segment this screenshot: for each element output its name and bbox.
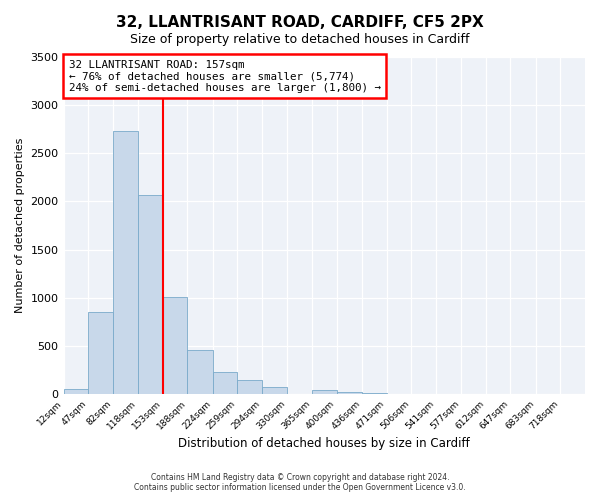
Bar (88, 312, 113, 394)
Y-axis label: Number of detached properties: Number of detached properties (15, 138, 25, 313)
Text: 32 LLANTRISANT ROAD: 157sqm
← 76% of detached houses are smaller (5,774)
24% of : 32 LLANTRISANT ROAD: 157sqm ← 76% of det… (69, 60, 381, 93)
Bar (187, 350, 213, 395)
Bar (262, 388, 287, 394)
Bar (64, 389, 88, 394)
Bar (238, 380, 262, 394)
Bar (362, 393, 386, 394)
X-axis label: Distribution of detached houses by size in Cardiff: Distribution of detached houses by size … (178, 437, 470, 450)
Bar (113, 131, 138, 394)
Bar (337, 392, 362, 394)
Text: Contains HM Land Registry data © Crown copyright and database right 2024.
Contai: Contains HM Land Registry data © Crown c… (134, 473, 466, 492)
Bar (138, 194, 163, 394)
Text: Size of property relative to detached houses in Cardiff: Size of property relative to detached ho… (130, 32, 470, 46)
Bar (163, 297, 187, 394)
Bar (213, 372, 238, 394)
Text: 32, LLANTRISANT ROAD, CARDIFF, CF5 2PX: 32, LLANTRISANT ROAD, CARDIFF, CF5 2PX (116, 15, 484, 30)
Bar (312, 390, 337, 394)
